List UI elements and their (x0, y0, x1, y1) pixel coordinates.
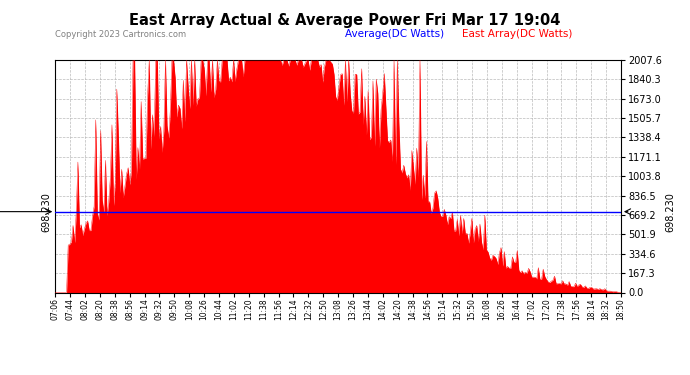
Text: Average(DC Watts): Average(DC Watts) (345, 29, 444, 39)
Text: 698.230: 698.230 (42, 192, 52, 232)
Text: East Array(DC Watts): East Array(DC Watts) (462, 29, 573, 39)
Text: East Array Actual & Average Power Fri Mar 17 19:04: East Array Actual & Average Power Fri Ma… (129, 13, 561, 28)
Text: 698.230: 698.230 (666, 192, 676, 232)
Text: Copyright 2023 Cartronics.com: Copyright 2023 Cartronics.com (55, 30, 186, 39)
